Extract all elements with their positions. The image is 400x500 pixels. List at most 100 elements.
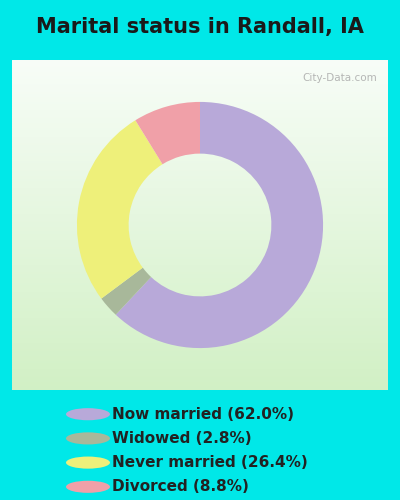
Bar <box>12 281 388 283</box>
Bar <box>12 356 388 357</box>
Circle shape <box>66 481 110 493</box>
Bar <box>12 101 388 103</box>
Bar <box>12 224 388 225</box>
Bar <box>12 198 388 200</box>
Bar <box>12 83 388 84</box>
Bar <box>12 204 388 205</box>
Text: Marital status in Randall, IA: Marital status in Randall, IA <box>36 17 364 37</box>
Bar <box>12 106 388 108</box>
Bar <box>12 378 388 380</box>
Bar <box>12 96 388 98</box>
Wedge shape <box>116 102 323 348</box>
Bar <box>12 380 388 382</box>
Bar <box>12 128 388 130</box>
Bar <box>12 164 388 166</box>
Bar <box>12 254 388 256</box>
Bar <box>12 316 388 318</box>
Bar <box>12 134 388 136</box>
Bar <box>12 273 388 274</box>
Bar <box>12 103 388 104</box>
Bar <box>12 151 388 152</box>
Bar <box>12 130 388 131</box>
Bar <box>12 286 388 288</box>
Bar <box>12 330 388 332</box>
Bar <box>12 200 388 202</box>
Bar <box>12 291 388 292</box>
Bar <box>12 312 388 314</box>
Bar <box>12 328 388 329</box>
Bar <box>12 124 388 126</box>
Bar <box>12 370 388 372</box>
Bar <box>12 296 388 298</box>
Bar <box>12 68 388 70</box>
Bar <box>12 121 388 122</box>
Bar <box>12 320 388 322</box>
Bar <box>12 75 388 76</box>
Bar <box>12 90 388 92</box>
Bar <box>12 158 388 159</box>
Wedge shape <box>77 120 162 298</box>
Bar <box>12 78 388 80</box>
Bar <box>12 73 388 75</box>
Bar <box>12 311 388 312</box>
Bar <box>12 375 388 377</box>
Bar <box>12 367 388 368</box>
Bar <box>12 384 388 385</box>
Bar <box>12 352 388 354</box>
Bar <box>12 283 388 284</box>
Bar <box>12 365 388 367</box>
Bar <box>12 354 388 356</box>
Bar <box>12 86 388 88</box>
Bar <box>12 230 388 232</box>
Bar <box>12 186 388 187</box>
Bar <box>12 180 388 182</box>
Bar <box>12 108 388 110</box>
Bar <box>12 98 388 100</box>
Bar <box>12 350 388 352</box>
Bar <box>12 148 388 149</box>
Bar <box>12 141 388 142</box>
Bar <box>12 337 388 339</box>
Bar <box>12 149 388 151</box>
Bar <box>12 136 388 138</box>
Bar <box>12 62 388 64</box>
Bar <box>12 126 388 128</box>
Bar <box>12 364 388 365</box>
Bar <box>12 248 388 250</box>
Bar <box>12 187 388 188</box>
Bar <box>12 278 388 280</box>
Bar <box>12 334 388 336</box>
Bar <box>12 362 388 364</box>
Bar <box>12 344 388 346</box>
Bar <box>12 210 388 212</box>
Bar <box>12 346 388 347</box>
Circle shape <box>66 408 110 420</box>
Bar <box>12 196 388 197</box>
Bar <box>12 100 388 101</box>
Bar <box>12 228 388 230</box>
Bar <box>12 270 388 271</box>
Bar <box>12 264 388 266</box>
Bar <box>12 256 388 258</box>
Bar <box>12 357 388 358</box>
Bar <box>12 104 388 106</box>
Bar <box>12 208 388 210</box>
Bar <box>12 288 388 290</box>
Circle shape <box>66 456 110 468</box>
Bar <box>12 72 388 73</box>
Bar <box>12 212 388 214</box>
Bar <box>12 205 388 207</box>
Bar <box>12 184 388 186</box>
Bar <box>12 340 388 342</box>
Bar <box>12 329 388 330</box>
Bar <box>12 170 388 172</box>
Bar <box>12 82 388 83</box>
Bar <box>12 138 388 139</box>
Bar <box>12 114 388 116</box>
Bar <box>12 160 388 162</box>
Bar <box>12 190 388 192</box>
Bar <box>12 118 388 120</box>
Bar <box>12 235 388 236</box>
Bar <box>12 290 388 291</box>
Bar <box>12 166 388 167</box>
